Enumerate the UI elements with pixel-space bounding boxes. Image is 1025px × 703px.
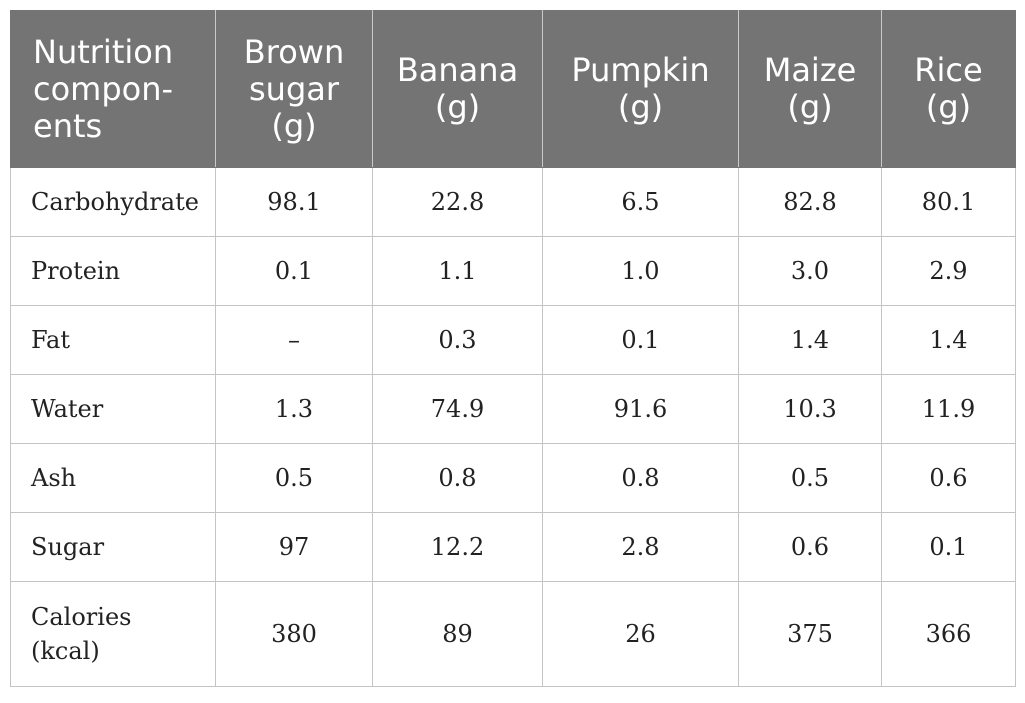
header-line: (g) [787, 88, 833, 126]
table-cell: 74.9 [372, 374, 543, 444]
table-cell: 3.0 [738, 236, 882, 306]
table-cell: 1.0 [542, 236, 739, 306]
table-row: Fat – 0.3 0.1 1.4 1.4 [10, 305, 1016, 375]
table-row: Ash 0.5 0.8 0.8 0.5 0.6 [10, 443, 1016, 513]
table-cell: 12.2 [372, 512, 543, 582]
header-line: sugar [248, 69, 340, 108]
table-cell: 0.8 [372, 443, 543, 513]
table-cell: 1.4 [881, 305, 1016, 375]
header-line: Nutrition [33, 32, 174, 71]
nutrition-table-container: Nutrition compon- ents Brown sugar (g) B… [10, 10, 1016, 687]
header-line: Maize [763, 51, 857, 89]
row-label-fat: Fat [10, 305, 216, 375]
table-cell: 82.8 [738, 167, 882, 237]
header-line: Brown [243, 32, 345, 71]
table-row: Calories (kcal) 380 89 26 375 366 [10, 581, 1016, 687]
header-line: (g) [434, 88, 481, 126]
header-pumpkin: Pumpkin (g) [542, 10, 739, 168]
table-cell: 380 [215, 581, 373, 687]
nutrition-table: Nutrition compon- ents Brown sugar (g) B… [10, 10, 1016, 687]
table-cell: 10.3 [738, 374, 882, 444]
table-cell: 0.6 [881, 443, 1016, 513]
table-cell: 6.5 [542, 167, 739, 237]
header-line: Pumpkin [571, 51, 710, 89]
table-cell: 0.1 [215, 236, 373, 306]
table-row: Sugar 97 12.2 2.8 0.6 0.1 [10, 512, 1016, 582]
table-cell: 1.3 [215, 374, 373, 444]
table-cell: 0.8 [542, 443, 739, 513]
header-line: compon- [33, 69, 174, 108]
table-cell: 1.4 [738, 305, 882, 375]
table-header: Nutrition compon- ents Brown sugar (g) B… [10, 10, 1016, 168]
table-cell: 2.8 [542, 512, 739, 582]
row-label-calories: Calories (kcal) [10, 581, 216, 687]
header-nutrition-components: Nutrition compon- ents [10, 10, 216, 168]
table-row: Water 1.3 74.9 91.6 10.3 11.9 [10, 374, 1016, 444]
table-cell: 0.5 [738, 443, 882, 513]
table-cell: 0.6 [738, 512, 882, 582]
header-line: (g) [925, 88, 972, 126]
header-line: ents [33, 106, 103, 145]
header-line: (g) [617, 88, 664, 126]
table-cell: 11.9 [881, 374, 1016, 444]
row-label-sugar: Sugar [10, 512, 216, 582]
table-cell: 22.8 [372, 167, 543, 237]
row-label-ash: Ash [10, 443, 216, 513]
row-label-protein: Protein [10, 236, 216, 306]
row-label-carbohydrate: Carbohydrate [10, 167, 216, 237]
table-cell: 26 [542, 581, 739, 687]
header-maize: Maize (g) [738, 10, 882, 168]
table-cell: 80.1 [881, 167, 1016, 237]
header-line: Rice [914, 51, 983, 89]
table-cell: 375 [738, 581, 882, 687]
table-cell: 0.1 [881, 512, 1016, 582]
table-cell: 1.1 [372, 236, 543, 306]
table-cell: 366 [881, 581, 1016, 687]
row-label-line: Calories [31, 603, 132, 631]
header-rice: Rice (g) [881, 10, 1016, 168]
table-cell: 89 [372, 581, 543, 687]
table-cell: 2.9 [881, 236, 1016, 306]
table-cell: 0.3 [372, 305, 543, 375]
table-cell: 98.1 [215, 167, 373, 237]
row-label-water: Water [10, 374, 216, 444]
header-brown-sugar: Brown sugar (g) [215, 10, 373, 168]
row-label-line: (kcal) [31, 637, 100, 665]
table-cell: – [215, 305, 373, 375]
table-cell: 97 [215, 512, 373, 582]
table-cell: 0.1 [542, 305, 739, 375]
header-banana: Banana (g) [372, 10, 543, 168]
table-body: Carbohydrate 98.1 22.8 6.5 82.8 80.1 Pro… [10, 167, 1016, 687]
table-row: Carbohydrate 98.1 22.8 6.5 82.8 80.1 [10, 167, 1016, 237]
header-line: Banana [396, 51, 519, 89]
table-cell: 91.6 [542, 374, 739, 444]
header-row: Nutrition compon- ents Brown sugar (g) B… [10, 10, 1016, 168]
table-row: Protein 0.1 1.1 1.0 3.0 2.9 [10, 236, 1016, 306]
header-line: (g) [271, 106, 317, 145]
table-cell: 0.5 [215, 443, 373, 513]
